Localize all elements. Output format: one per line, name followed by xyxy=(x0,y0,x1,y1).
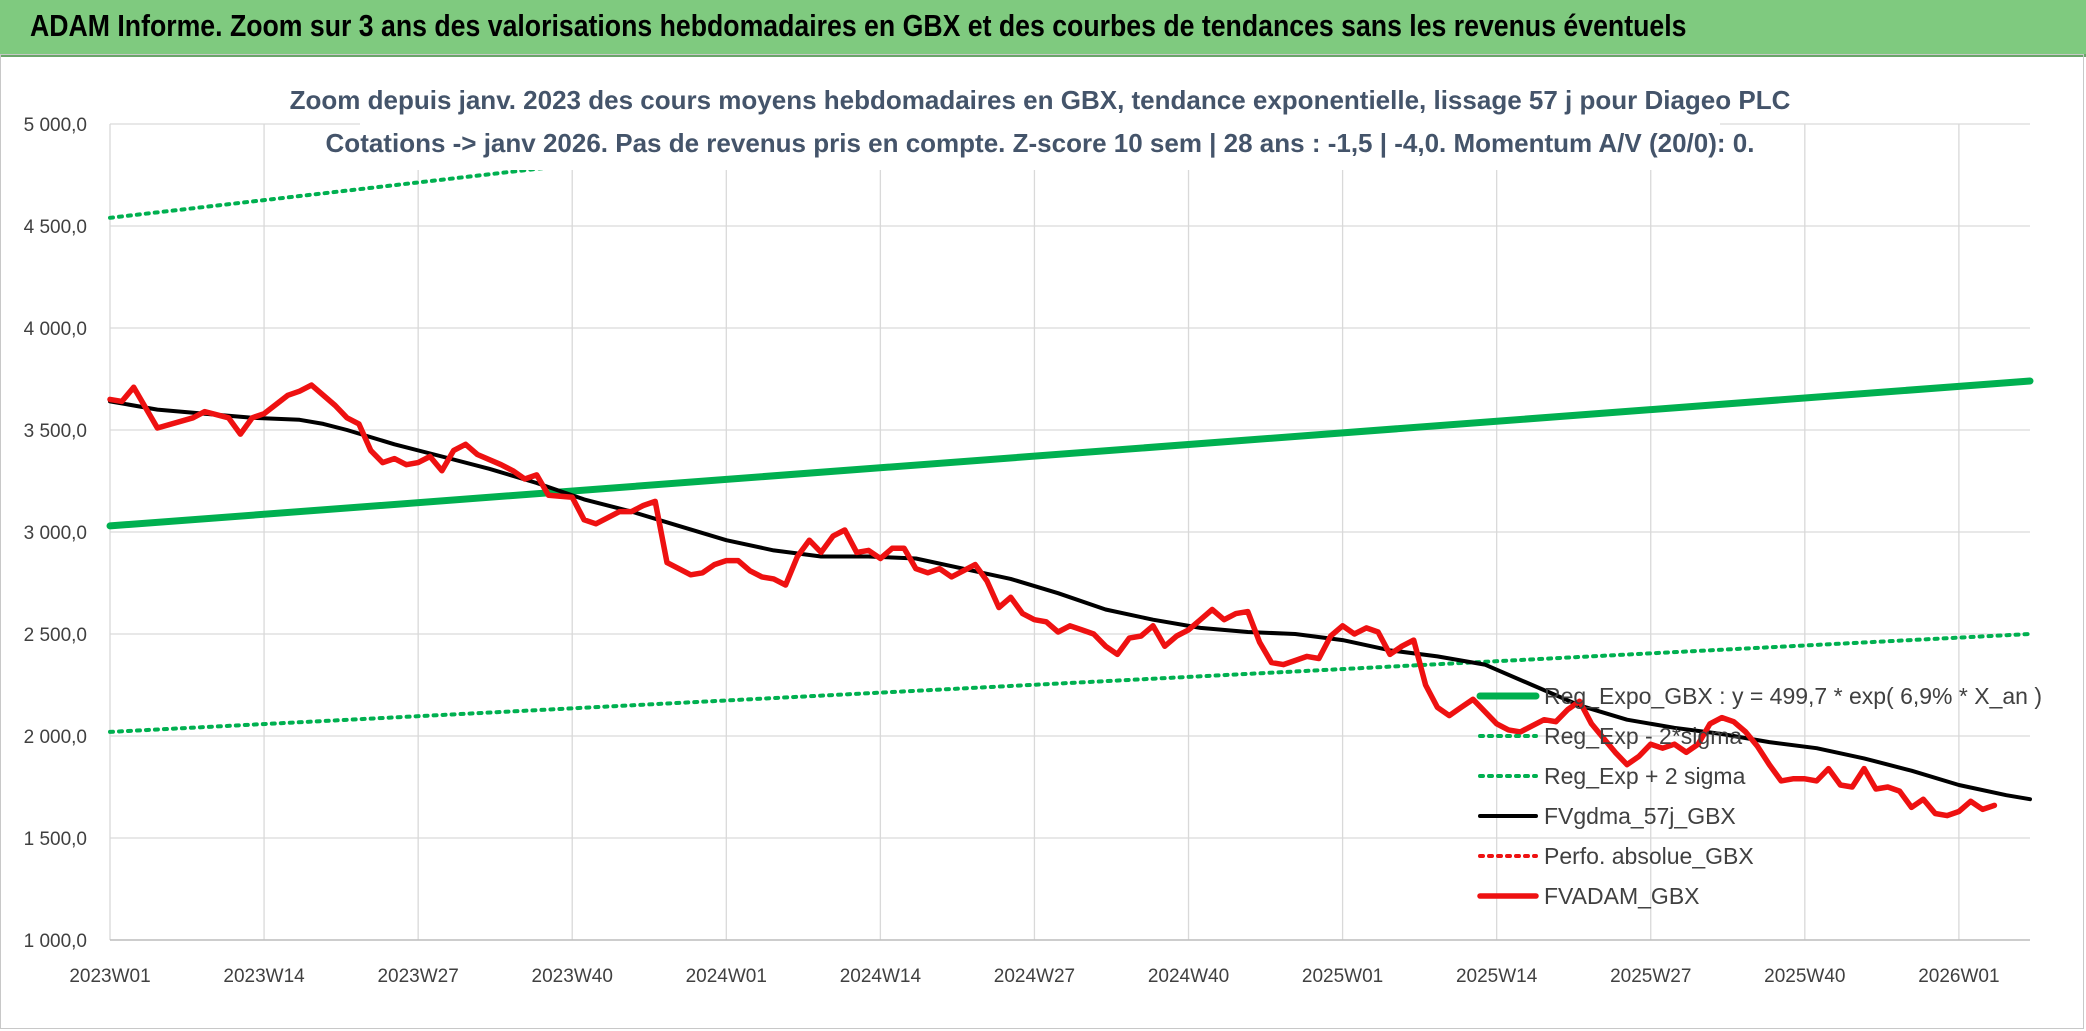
x-tick-label: 2024W27 xyxy=(994,966,1075,987)
plot-border xyxy=(0,54,2084,1029)
y-tick-label: 4 500,0 xyxy=(24,217,87,238)
y-tick-label: 2 500,0 xyxy=(24,625,87,646)
x-tick-label: 2024W14 xyxy=(840,966,922,987)
x-tick-label: 2025W01 xyxy=(1302,966,1383,987)
series-layer xyxy=(106,115,2034,819)
legend-label-5: FVADAM_GBX xyxy=(1544,883,1700,909)
legend-label-4: Perfo. absolue_GBX xyxy=(1544,843,1754,869)
x-tick-label: 2023W27 xyxy=(377,966,458,987)
x-tick-label: 2023W14 xyxy=(223,966,305,987)
legend-label-3: FVgdma_57j_GBX xyxy=(1544,803,1736,829)
y-tick-label: 1 500,0 xyxy=(24,829,87,850)
x-axis: 2023W01 2023W14 2023W27 2023W40 2024W01 2024W… xyxy=(69,939,2030,987)
y-tick-label: 3 500,0 xyxy=(24,421,87,442)
series-line-1 xyxy=(108,632,2032,734)
x-tick-label: 2025W40 xyxy=(1764,966,1845,987)
legend-label-2: Reg_Exp + 2 sigma xyxy=(1544,763,1746,789)
y-tick-label: 2 000,0 xyxy=(24,727,87,748)
y-tick-label: 5 000,0 xyxy=(24,115,87,136)
legend-label-0: Reg_Expo_GBX : y = 499,7 * exp( 6,9% * X… xyxy=(1544,683,2042,709)
y-tick-label: 4 000,0 xyxy=(24,319,87,340)
chart-titles: Zoom depuis janv. 2023 des cours moyens … xyxy=(290,80,1791,170)
y-tick-label: 3 000,0 xyxy=(24,523,87,544)
x-tick-label: 2025W14 xyxy=(1456,966,1538,987)
x-tick-label: 2024W40 xyxy=(1148,966,1229,987)
x-tick-label: 2026W01 xyxy=(1918,966,1999,987)
page-title: ADAM Informe. Zoom sur 3 ans des valoris… xyxy=(30,8,1687,43)
chart-subtitle: Cotations -> janv 2026. Pas de revenus p… xyxy=(326,128,1755,158)
x-tick-label: 2024W01 xyxy=(686,966,767,987)
series-line-0 xyxy=(106,377,2034,530)
series-line-3 xyxy=(108,399,2032,802)
chart-title: Zoom depuis janv. 2023 des cours moyens … xyxy=(290,85,1791,115)
x-tick-label: 2023W40 xyxy=(532,966,613,987)
x-tick-label: 2025W27 xyxy=(1610,966,1691,987)
series-line-5 xyxy=(107,382,1998,819)
legend: Reg_Expo_GBX : y = 499,7 * exp( 6,9% * X… xyxy=(1476,683,2042,909)
y-tick-label: 1 000,0 xyxy=(24,931,87,952)
page-header: ADAM Informe. Zoom sur 3 ans des valoris… xyxy=(0,0,2086,57)
title-background xyxy=(360,80,1720,170)
y-axis: 1 000,0 1 500,0 2 000,0 2 500,0 3 000,0 3 500… xyxy=(24,115,87,952)
legend-label-1: Reg_Exp - 2*sigma xyxy=(1544,723,1742,749)
x-tick-label: 2023W01 xyxy=(69,966,150,987)
series-line-2 xyxy=(108,115,1024,220)
grid-lines xyxy=(109,123,2030,941)
